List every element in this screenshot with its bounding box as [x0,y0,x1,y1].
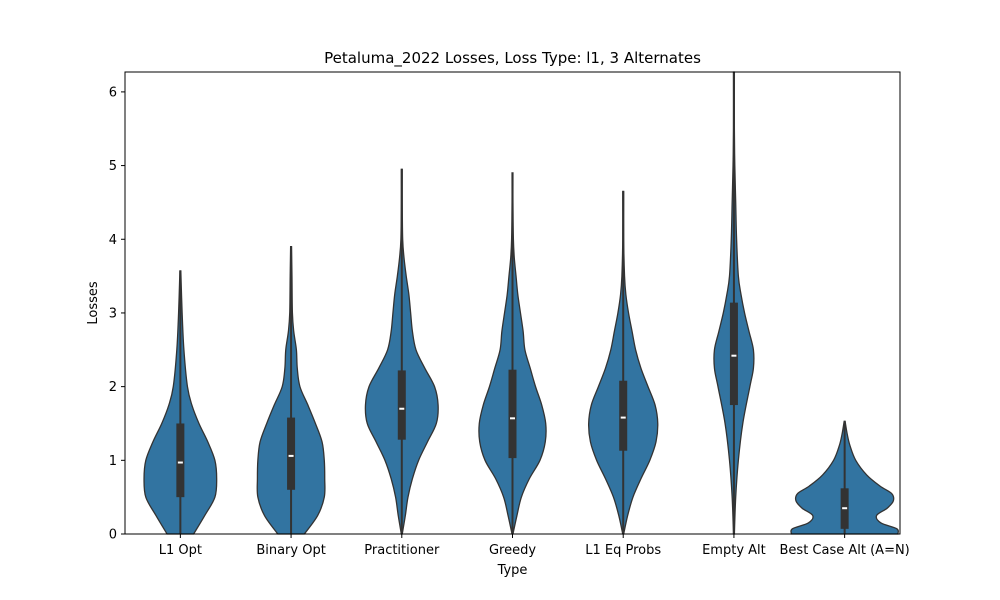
y-tick-label: 2 [109,380,117,395]
y-axis-label: Losses [86,281,101,325]
y-tick-label: 5 [109,159,117,174]
y-tick-label: 6 [109,85,117,100]
iqr-box-1 [176,423,185,498]
x-tick-label: Binary Opt [256,543,326,558]
x-tick-label: Empty Alt [702,543,766,558]
violins-layer [143,71,900,535]
x-axis: L1 Opt Binary Opt Practitioner Greedy L1 Eq … [159,534,910,558]
x-tick-label: L1 Opt [159,543,202,558]
x-tick-label: Best Case Alt (A=N) [780,543,910,558]
iqr-box-6 [729,302,738,406]
y-tick-label: 3 [109,306,117,321]
y-tick-label: 4 [109,233,117,248]
chart-title: Petaluma_2022 Losses, Loss Type: l1, 3 A… [324,49,701,68]
iqr-box-2 [287,417,296,490]
boxes-layer [176,72,849,534]
x-tick-label: Greedy [489,543,536,558]
iqr-box-5 [619,380,628,451]
iqr-box-3 [397,370,406,440]
y-tick-label: 1 [109,454,117,469]
x-tick-label: Practitioner [364,543,440,558]
iqr-box-4 [508,369,517,459]
y-tick-label: 0 [109,528,117,543]
x-axis-label: Type [497,563,528,578]
x-tick-label: L1 Eq Probs [585,543,661,558]
y-axis: 0 1 2 3 4 5 6 [109,85,125,543]
